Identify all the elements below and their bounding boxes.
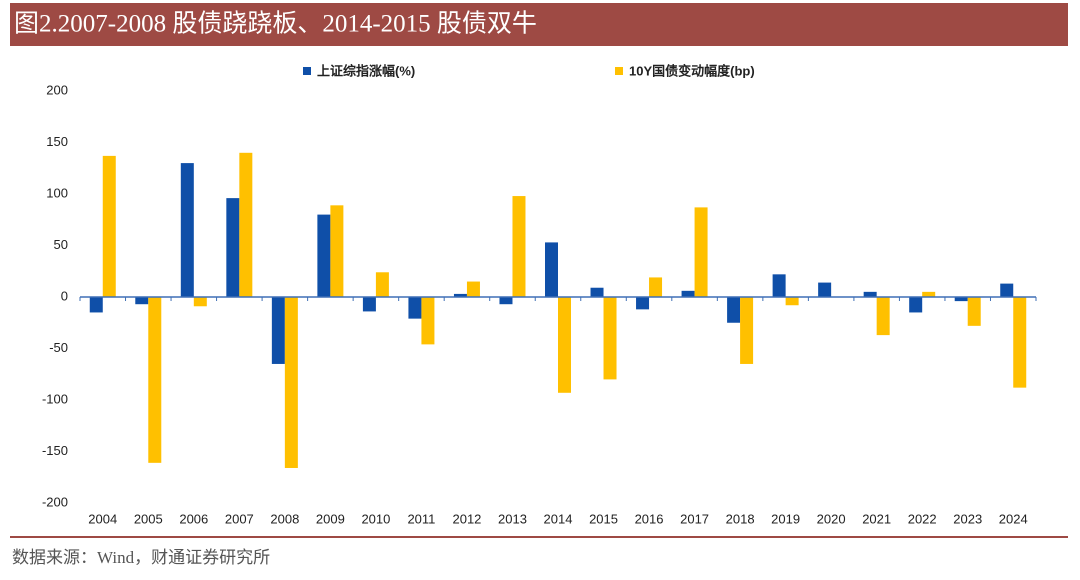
source-note: 数据来源：Wind，财通证券研究所 [12,548,270,567]
y-tick-label: -200 [42,494,68,509]
y-tick-label: -50 [49,340,68,355]
bar [226,198,240,297]
chart-title: 图2.2007-2008 股债跷跷板、2014-2015 股债双牛 [14,10,537,38]
bar [863,291,877,297]
y-tick-label: 150 [46,134,68,149]
bar [558,297,571,393]
bar [785,297,799,306]
bar [466,281,480,297]
bar [102,155,116,297]
bar [909,297,923,313]
x-tick-label: 2013 [498,511,527,526]
bar [271,297,285,364]
bar [922,291,936,297]
bar [636,297,650,310]
legend-label: 10Y国债变动幅度(bp) [629,63,755,78]
x-tick-label: 2010 [361,511,390,526]
bar [545,242,558,297]
bar [499,297,513,305]
legend-label: 上证综指涨幅(%) [317,63,415,78]
x-tick-label: 2023 [953,511,982,526]
bar [408,297,422,319]
bar [954,297,968,302]
bar [967,297,981,326]
bar [330,205,344,297]
title-bar [10,3,1068,46]
bar [649,277,663,297]
x-tick-label: 2015 [589,511,618,526]
bar [375,272,389,297]
bar [727,297,741,323]
bar [681,290,695,297]
y-tick-label: -100 [42,391,68,406]
legend-swatch [303,67,311,75]
x-tick-label: 2011 [407,511,435,526]
y-tick-label: 100 [46,185,68,200]
legend-swatch [615,67,623,75]
bar [876,297,890,336]
x-tick-label: 2007 [225,511,254,526]
bar [512,196,526,297]
bar [740,297,754,364]
x-tick-label: 2008 [270,511,299,526]
bar [148,297,162,463]
y-tick-label: 200 [46,82,68,97]
bar [1013,297,1027,388]
bar [1000,283,1014,297]
bar [317,214,331,297]
bar [284,297,298,468]
bar [590,287,604,297]
x-tick-label: 2020 [817,511,846,526]
bar [180,163,194,297]
x-tick-label: 2016 [635,511,664,526]
bar [818,282,832,297]
x-tick-label: 2019 [771,511,800,526]
x-tick-label: 2009 [316,511,345,526]
bar [453,293,467,297]
x-tick-label: 2004 [88,511,117,526]
bar [362,297,376,312]
x-tick-label: 2022 [908,511,937,526]
x-tick-label: 2012 [452,511,481,526]
x-tick-label: 2021 [862,511,891,526]
x-tick-label: 2017 [680,511,709,526]
y-tick-label: -150 [42,443,68,458]
x-tick-label: 2014 [544,511,573,526]
bar [239,152,253,297]
x-tick-label: 2005 [134,511,163,526]
y-tick-label: 50 [54,237,68,252]
bar [89,297,103,313]
x-tick-label: 2006 [179,511,208,526]
bar [603,297,617,380]
x-tick-label: 2018 [726,511,755,526]
bar [421,297,435,345]
bar [772,274,786,297]
bar [694,207,708,297]
x-tick-label: 2024 [999,511,1028,526]
bar [193,297,207,307]
y-tick-label: 0 [61,288,68,303]
bar [135,297,149,305]
